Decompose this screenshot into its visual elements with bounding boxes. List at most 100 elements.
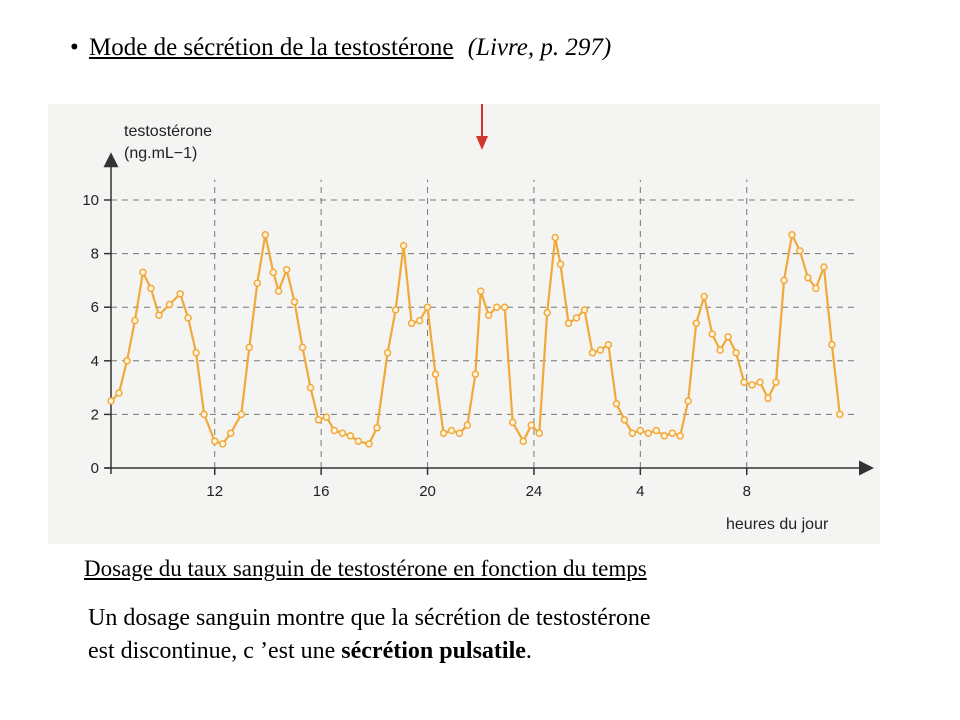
- data-point-74: [708, 330, 716, 338]
- series-points: [107, 231, 844, 448]
- data-point-65: [636, 426, 645, 435]
- data-point-87: [812, 284, 820, 293]
- data-point-54: [551, 233, 559, 242]
- data-point-29: [346, 432, 355, 440]
- data-point-64: [628, 429, 637, 437]
- data-point-34: [391, 306, 400, 314]
- figure-caption: Dosage du taux sanguin de testostérone e…: [84, 556, 647, 581]
- data-point-52: [535, 429, 544, 437]
- data-point-22: [290, 298, 299, 306]
- y-axis-unit: (ng.mL−1): [124, 145, 197, 162]
- data-point-69: [668, 429, 677, 437]
- data-point-10: [192, 349, 200, 357]
- data-point-1: [115, 389, 123, 397]
- data-point-33: [383, 349, 392, 357]
- x-axis-label: heures du jour: [726, 516, 829, 533]
- data-point-8: [176, 290, 184, 298]
- data-point-80: [756, 378, 764, 386]
- data-point-59: [588, 349, 597, 357]
- paragraph-line-2-prefix: est discontinue, c ’est une: [88, 638, 342, 664]
- data-point-86: [804, 273, 812, 282]
- data-point-4: [139, 268, 147, 277]
- data-point-57: [572, 314, 581, 322]
- data-point-13: [218, 440, 227, 448]
- red-arrowhead-icon: [476, 136, 488, 150]
- data-point-76: [724, 332, 732, 341]
- data-point-88: [820, 263, 828, 271]
- data-point-68: [660, 432, 669, 440]
- data-point-60: [596, 346, 605, 354]
- data-point-90: [836, 410, 844, 419]
- data-point-42: [455, 429, 464, 437]
- testosterone-chart: 0 2 4 6 8 10 12 16 20 24 4 8 testostérone (ng.mL−1)…: [48, 104, 880, 544]
- data-point-9: [184, 314, 192, 322]
- data-point-85: [796, 247, 804, 255]
- data-point-66: [644, 429, 653, 437]
- data-point-89: [828, 340, 836, 349]
- data-point-63: [620, 416, 629, 424]
- data-point-77: [732, 349, 740, 357]
- data-point-75: [716, 346, 724, 354]
- data-point-40: [439, 429, 448, 437]
- data-point-3: [131, 316, 139, 325]
- data-point-62: [612, 399, 621, 408]
- data-point-71: [684, 397, 692, 405]
- paragraph-line-2-suffix: .: [525, 638, 532, 664]
- data-point-48: [500, 303, 509, 311]
- data-point-55: [556, 260, 565, 269]
- data-point-16: [245, 343, 254, 352]
- data-point-25: [314, 416, 323, 424]
- data-point-12: [210, 437, 219, 445]
- data-point-83: [780, 276, 788, 285]
- chart-grid: [111, 179, 857, 468]
- y-axis-label: testostérone: [124, 123, 212, 140]
- data-point-23: [298, 343, 307, 352]
- data-point-49: [508, 418, 517, 427]
- data-point-6: [155, 311, 163, 319]
- data-point-28: [338, 429, 347, 437]
- y-tick-label-10: 10: [82, 192, 99, 209]
- data-point-26: [322, 413, 331, 421]
- data-point-50: [519, 437, 528, 445]
- data-point-45: [476, 287, 485, 295]
- data-point-82: [772, 378, 780, 386]
- data-point-31: [365, 440, 373, 448]
- data-point-14: [226, 429, 235, 437]
- paragraph-line-2: est discontinue, c ’est une sécrétion pu…: [88, 635, 888, 668]
- y-tick-label-2: 2: [91, 406, 99, 423]
- data-point-61: [604, 340, 613, 349]
- data-point-47: [492, 303, 501, 311]
- data-point-72: [692, 319, 700, 328]
- y-tick-label-8: 8: [91, 246, 99, 263]
- y-tick-label-0: 0: [91, 460, 99, 477]
- paragraph-line-1: Un dosage sanguin montre que la sécrétio…: [88, 605, 651, 631]
- data-point-78: [740, 378, 748, 386]
- heading-reference: (Livre, p. 297): [467, 34, 612, 61]
- data-point-44: [471, 370, 480, 378]
- data-point-81: [764, 394, 772, 403]
- data-point-46: [484, 311, 493, 319]
- data-point-38: [423, 303, 432, 311]
- x-tick-label-2: 20: [419, 483, 436, 500]
- data-point-18: [261, 231, 270, 239]
- data-point-84: [788, 231, 796, 239]
- x-tick-label-3: 24: [526, 483, 543, 500]
- data-point-36: [407, 319, 416, 328]
- data-point-37: [415, 316, 424, 325]
- data-point-27: [330, 426, 339, 435]
- data-point-56: [564, 319, 573, 328]
- data-point-19: [269, 268, 278, 277]
- data-point-58: [580, 306, 589, 314]
- data-point-20: [274, 287, 283, 295]
- data-point-70: [676, 432, 684, 440]
- x-tick-label-0: 12: [206, 483, 223, 500]
- data-point-39: [431, 370, 440, 378]
- data-point-2: [123, 357, 131, 365]
- data-point-79: [748, 381, 756, 389]
- data-point-53: [543, 308, 551, 317]
- x-tick-label-4: 4: [636, 483, 644, 500]
- heading-title: Mode de sécrétion de la testostérone: [89, 34, 454, 61]
- bullet-icon: •: [70, 34, 79, 61]
- data-point-41: [447, 426, 456, 435]
